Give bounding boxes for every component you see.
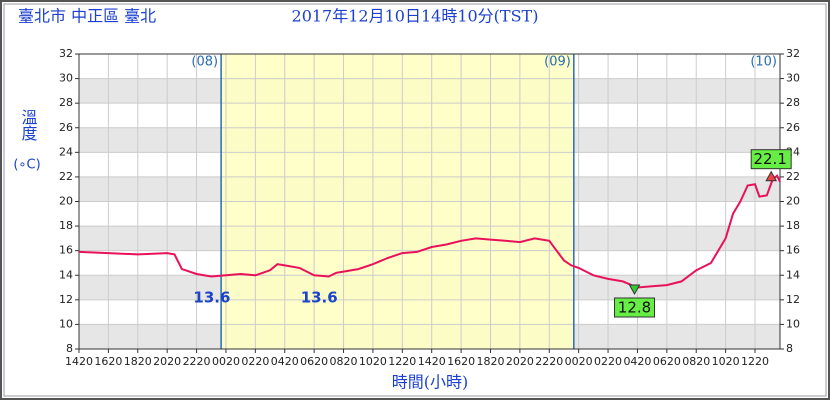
x-tick-label: 0820 — [330, 355, 358, 368]
x-tick-label: 0020 — [565, 355, 593, 368]
y2-tick-label: 8 — [786, 342, 793, 355]
y-tick-label: 26 — [59, 121, 73, 134]
y2-tick-label: 28 — [786, 96, 800, 109]
x-tick-label: 1220 — [741, 355, 769, 368]
y2-tick-label: 16 — [786, 244, 800, 257]
x-tick-label: 1820 — [124, 355, 152, 368]
y-tick-label: 22 — [59, 170, 73, 183]
label-box — [750, 149, 792, 170]
x-tick-label: 1420 — [65, 355, 93, 368]
y2-tick-label: 10 — [786, 317, 800, 330]
y-tick-label: 30 — [59, 72, 73, 85]
y-tick-label: 28 — [59, 96, 73, 109]
x-tick-label: 0420 — [623, 355, 651, 368]
x-tick-label: 0620 — [300, 355, 328, 368]
x-tick-label: 0020 — [212, 355, 240, 368]
x-tick-label: 2020 — [153, 355, 181, 368]
y2-tick-label: 12 — [786, 293, 800, 306]
x-tick-label: 0820 — [682, 355, 710, 368]
y2-tick-label: 14 — [786, 268, 800, 281]
y-unit: (∘C) — [13, 158, 40, 173]
x-tick-label: 2220 — [535, 355, 563, 368]
y-label: 溫度 — [19, 109, 38, 141]
max-label: 22.1 — [753, 150, 786, 168]
label-box — [614, 297, 656, 318]
y-tick-label: 14 — [59, 268, 73, 281]
min-label: 12.8 — [618, 299, 651, 317]
x-tick-label: 2020 — [506, 355, 534, 368]
inner-frame — [3, 3, 827, 397]
y-tick-label: 10 — [59, 317, 73, 330]
day-label: (10) — [750, 55, 777, 70]
y-tick-label: 18 — [59, 219, 73, 232]
x-tick-label: 1220 — [388, 355, 416, 368]
x-label: 時間(小時) — [392, 373, 469, 392]
value-label: 13.6 — [301, 289, 338, 307]
value-label: 13.6 — [193, 289, 230, 307]
temperature-line — [78, 174, 781, 289]
x-tick-label: 0220 — [241, 355, 269, 368]
location: 臺北市 中正區 臺北 — [18, 7, 156, 26]
plot-border — [78, 53, 781, 350]
y-tick-label: 16 — [59, 244, 73, 257]
day-label: (09) — [544, 55, 571, 70]
y-tick-label: 8 — [66, 342, 73, 355]
x-tick-label: 1620 — [447, 355, 475, 368]
x-tick-label: 1020 — [359, 355, 387, 368]
y2-tick-label: 26 — [786, 121, 800, 134]
y-tick-label: 12 — [59, 293, 73, 306]
day-label: (08) — [191, 55, 218, 70]
x-tick-label: 1020 — [712, 355, 740, 368]
chart-title: 2017年12月10日14時10分(TST) — [292, 7, 539, 26]
y2-tick-label: 30 — [786, 72, 800, 85]
x-tick-label: 1420 — [418, 355, 446, 368]
y-tick-label: 24 — [59, 145, 73, 158]
y2-tick-label: 22 — [786, 170, 800, 183]
min-marker — [628, 284, 641, 296]
y2-tick-label: 18 — [786, 219, 800, 232]
y2-tick-label: 32 — [786, 47, 800, 60]
x-tick-label: 1620 — [94, 355, 122, 368]
x-tick-label: 0420 — [271, 355, 299, 368]
x-tick-label: 2220 — [183, 355, 211, 368]
max-marker — [765, 170, 778, 182]
y2-tick-label: 20 — [786, 195, 800, 208]
x-tick-label: 1820 — [476, 355, 504, 368]
y-tick-label: 20 — [59, 195, 73, 208]
y-tick-label: 32 — [59, 47, 73, 60]
x-tick-label: 0220 — [594, 355, 622, 368]
x-tick-label: 0620 — [653, 355, 681, 368]
